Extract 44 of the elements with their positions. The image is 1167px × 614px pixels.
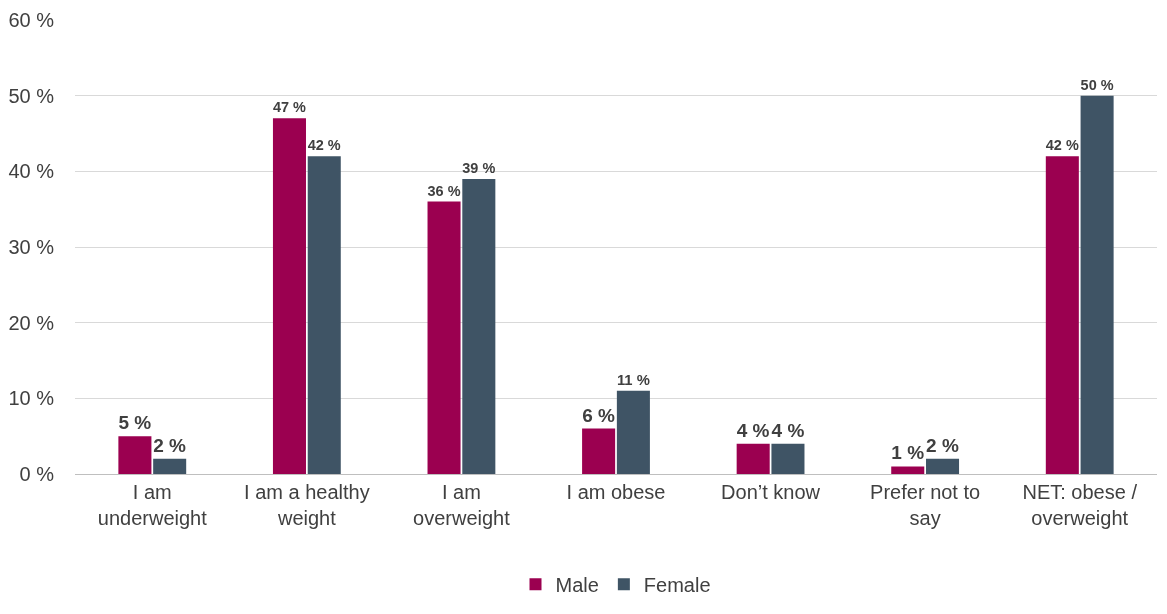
data-label: 1 % [891, 442, 925, 464]
y-tick-label: 50 % [8, 84, 55, 107]
x-tick-label: I am underweight [97, 481, 208, 529]
x-tick-label: I am obese [566, 481, 666, 503]
x-tick-label: NET: obese / overweight [1022, 481, 1138, 529]
data-label: 50 % [1080, 76, 1114, 93]
bar [771, 443, 805, 474]
data-label: 11 % [616, 371, 650, 388]
bar [307, 156, 341, 474]
bar [582, 428, 616, 474]
x-tick-label: I am overweight [413, 481, 511, 529]
data-label: 6 % [582, 404, 616, 426]
bar [427, 201, 461, 474]
data-label: 5 % [118, 412, 152, 434]
bar [118, 436, 152, 474]
bar [736, 443, 770, 474]
legend-label: Male [555, 574, 599, 597]
data-label: 42 % [1045, 137, 1079, 154]
legend-label: Female [643, 574, 711, 597]
bar [616, 390, 650, 474]
bar [926, 458, 960, 474]
bar [1080, 95, 1114, 474]
bar [153, 458, 187, 474]
x-tick-label: Prefer not to say [870, 481, 981, 529]
y-tick-label: 10 % [8, 387, 55, 410]
data-label: 42 % [307, 137, 341, 154]
data-label: 2 % [153, 434, 187, 456]
bar [1045, 156, 1079, 474]
x-tick-label: Don’t know [721, 481, 821, 503]
y-tick-label: 40 % [8, 160, 55, 183]
y-tick-label: 60 % [8, 9, 55, 31]
data-label: 47 % [272, 99, 307, 116]
data-label: 39 % [462, 159, 496, 176]
bar [891, 466, 925, 474]
data-label: 2 % [926, 434, 959, 456]
y-tick-label: 0 % [19, 463, 55, 485]
bar [272, 118, 306, 474]
data-label: 4 % [736, 419, 770, 441]
bar [462, 178, 496, 474]
data-label: 4 % [771, 419, 805, 441]
y-tick-label: 30 % [8, 236, 55, 258]
data-label: 36 % [427, 182, 461, 199]
y-tick-label: 20 % [8, 311, 55, 334]
x-tick-label: I am a healthy weight [244, 481, 370, 529]
